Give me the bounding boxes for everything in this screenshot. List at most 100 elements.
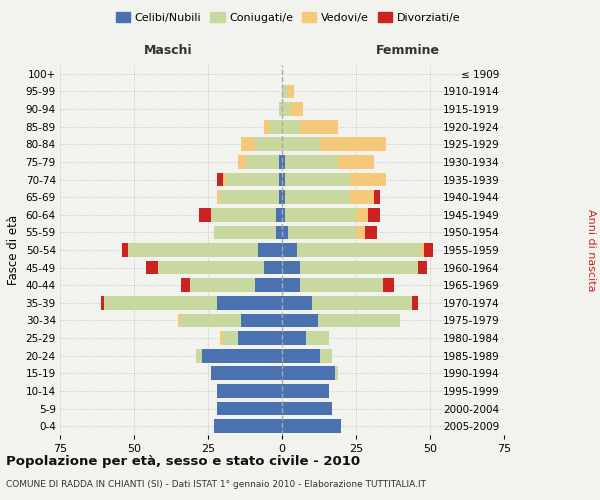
Bar xyxy=(276,226,282,239)
Bar xyxy=(368,208,380,222)
Bar xyxy=(282,420,341,433)
Bar xyxy=(211,208,276,222)
Text: Maschi: Maschi xyxy=(143,44,193,58)
Bar xyxy=(282,102,291,116)
Bar xyxy=(282,190,285,204)
Bar xyxy=(270,120,282,134)
Bar xyxy=(335,366,338,380)
Bar xyxy=(276,208,282,222)
Bar xyxy=(214,226,276,239)
Bar xyxy=(247,155,279,169)
Bar xyxy=(223,172,226,186)
Bar xyxy=(217,402,282,415)
Bar xyxy=(282,349,320,362)
Bar xyxy=(181,314,241,328)
Bar xyxy=(282,138,320,151)
Bar xyxy=(365,226,377,239)
Bar xyxy=(412,296,418,310)
Bar xyxy=(374,190,380,204)
Bar xyxy=(238,155,247,169)
Text: Anni di nascita: Anni di nascita xyxy=(586,209,596,291)
Bar xyxy=(264,260,282,274)
Bar xyxy=(282,314,317,328)
Bar xyxy=(305,331,329,345)
Bar xyxy=(202,349,282,362)
Bar xyxy=(288,226,356,239)
Bar xyxy=(291,102,303,116)
Bar xyxy=(279,172,282,186)
Bar xyxy=(256,278,282,292)
Bar xyxy=(279,155,282,169)
Bar xyxy=(282,402,332,415)
Bar xyxy=(282,243,297,257)
Bar xyxy=(421,243,424,257)
Text: Popolazione per età, sesso e stato civile - 2010: Popolazione per età, sesso e stato civil… xyxy=(6,455,360,468)
Bar xyxy=(288,84,294,98)
Bar xyxy=(220,190,279,204)
Bar xyxy=(217,190,220,204)
Bar xyxy=(418,260,427,274)
Bar xyxy=(122,243,128,257)
Bar xyxy=(256,138,282,151)
Bar xyxy=(214,420,282,433)
Bar xyxy=(264,120,270,134)
Bar xyxy=(196,349,202,362)
Bar xyxy=(317,314,400,328)
Bar xyxy=(282,260,300,274)
Bar xyxy=(282,172,285,186)
Bar xyxy=(217,172,223,186)
Bar xyxy=(350,190,374,204)
Bar xyxy=(282,278,300,292)
Bar xyxy=(282,155,285,169)
Bar xyxy=(282,120,300,134)
Bar xyxy=(238,331,282,345)
Text: COMUNE DI RADDA IN CHIANTI (SI) - Dati ISTAT 1° gennaio 2010 - Elaborazione TUTT: COMUNE DI RADDA IN CHIANTI (SI) - Dati I… xyxy=(6,480,426,489)
Bar xyxy=(311,296,412,310)
Bar xyxy=(300,120,338,134)
Bar xyxy=(223,331,238,345)
Bar xyxy=(300,260,418,274)
Text: Femmine: Femmine xyxy=(376,44,440,58)
Bar xyxy=(282,331,305,345)
Bar xyxy=(178,314,181,328)
Bar xyxy=(285,208,356,222)
Bar xyxy=(356,226,365,239)
Bar xyxy=(220,331,223,345)
Bar xyxy=(282,226,288,239)
Bar xyxy=(217,296,282,310)
Bar xyxy=(128,243,259,257)
Bar xyxy=(282,296,311,310)
Bar xyxy=(101,296,104,310)
Bar xyxy=(320,349,332,362)
Bar xyxy=(190,278,256,292)
Bar xyxy=(226,172,279,186)
Bar xyxy=(285,172,350,186)
Bar xyxy=(424,243,433,257)
Bar xyxy=(158,260,264,274)
Bar xyxy=(282,366,335,380)
Bar xyxy=(300,278,383,292)
Bar xyxy=(217,384,282,398)
Bar xyxy=(383,278,394,292)
Bar xyxy=(146,260,158,274)
Bar xyxy=(282,384,329,398)
Bar xyxy=(104,296,217,310)
Y-axis label: Fasce di età: Fasce di età xyxy=(7,215,20,285)
Bar xyxy=(199,208,211,222)
Bar xyxy=(350,172,386,186)
Bar xyxy=(279,102,282,116)
Bar xyxy=(279,190,282,204)
Legend: Celibi/Nubili, Coniugati/e, Vedovi/e, Divorziati/e: Celibi/Nubili, Coniugati/e, Vedovi/e, Di… xyxy=(112,8,464,28)
Bar xyxy=(282,84,288,98)
Bar xyxy=(211,366,282,380)
Bar xyxy=(259,243,282,257)
Bar xyxy=(338,155,374,169)
Bar xyxy=(285,155,338,169)
Bar xyxy=(356,208,368,222)
Bar xyxy=(241,314,282,328)
Bar xyxy=(285,190,350,204)
Bar xyxy=(241,138,256,151)
Bar xyxy=(282,208,285,222)
Bar xyxy=(320,138,386,151)
Bar xyxy=(297,243,421,257)
